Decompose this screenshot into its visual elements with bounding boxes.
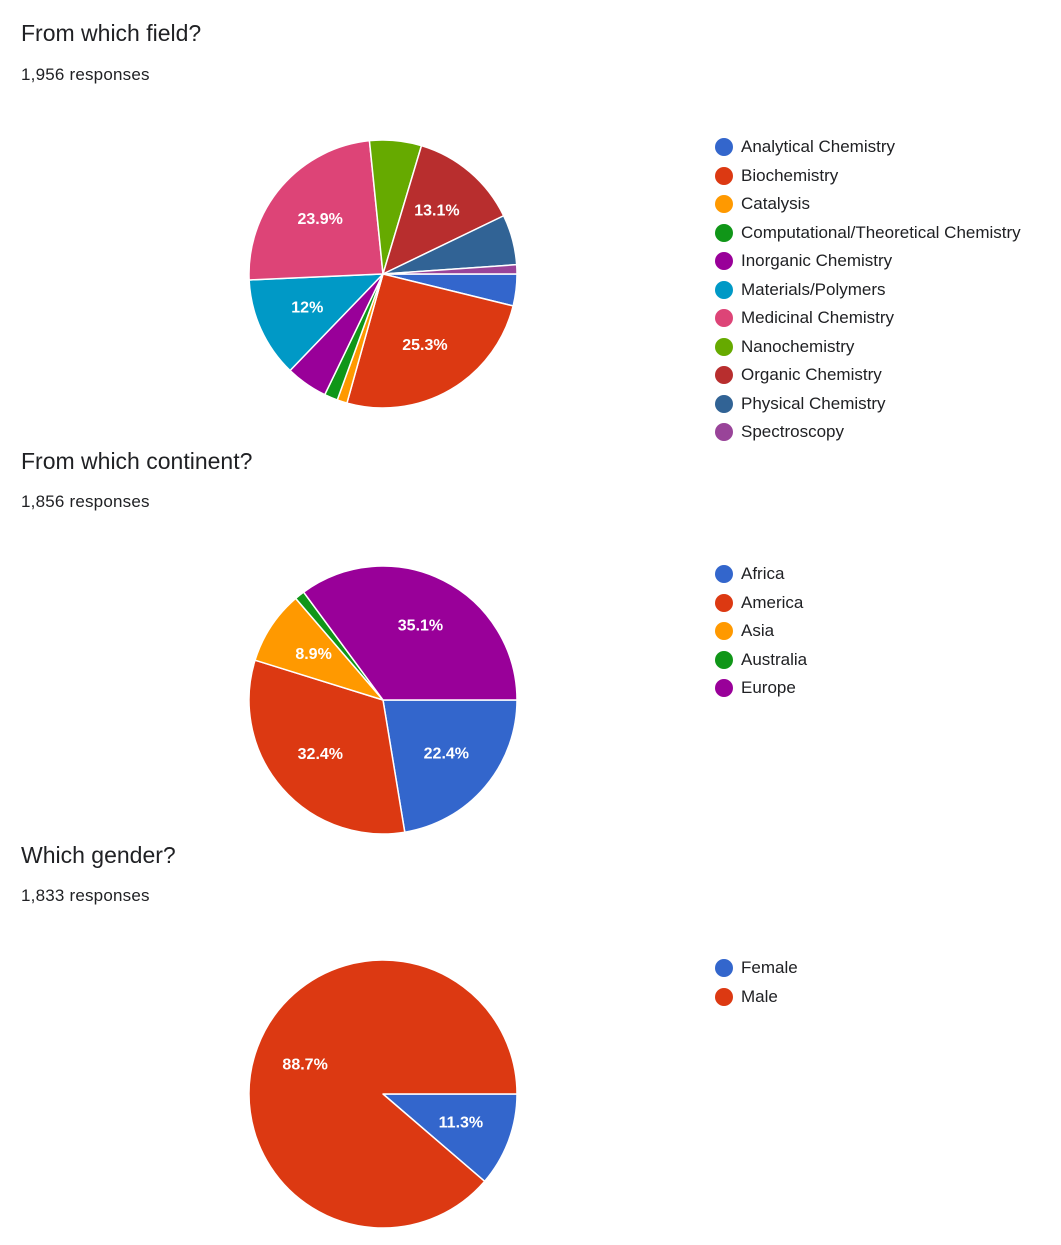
data-label-female: 11.3% <box>439 1114 483 1131</box>
legend-item-materials-polymers: Materials/Polymers <box>715 276 1021 305</box>
pie-slice-medicinal-chemistry <box>248 139 384 281</box>
legend-swatch <box>715 565 733 584</box>
legend-swatch <box>715 679 733 698</box>
legend-swatch <box>715 593 733 612</box>
legend-item-male: Male <box>715 983 798 1012</box>
legend-swatch <box>715 166 733 185</box>
data-label-materials-polymers: 12% <box>291 300 323 317</box>
legend-label: Australia <box>741 649 808 669</box>
legend-label: Africa <box>741 564 785 584</box>
legend-swatch <box>715 423 733 442</box>
legend-label: Catalysis <box>741 194 810 214</box>
legend-label: Materials/Polymers <box>741 279 886 299</box>
pie-chart: 11.3% 88.7% <box>248 959 518 1229</box>
legend-label: Analytical Chemistry <box>741 137 895 157</box>
legend-swatch <box>715 337 733 356</box>
legend-item-organic-chemistry: Organic Chemistry <box>715 361 1021 390</box>
legend-swatch <box>715 650 733 669</box>
pie-chart: 25.3% 12% 23.9% 13.1% <box>248 139 518 409</box>
legend: Female Male <box>715 954 798 1011</box>
legend-item-biochemistry: Biochemistry <box>715 162 1021 191</box>
legend-item-inorganic-chemistry: Inorganic Chemistry <box>715 247 1021 276</box>
legend-item-physical-chemistry: Physical Chemistry <box>715 390 1021 419</box>
legend-label: Inorganic Chemistry <box>741 251 893 271</box>
legend-label: Asia <box>741 621 775 641</box>
legend-swatch <box>715 366 733 385</box>
legend-label: Female <box>741 958 798 978</box>
legend-label: Medicinal Chemistry <box>741 308 895 328</box>
data-label-medicinal-chemistry: 23.9% <box>297 211 342 228</box>
response-count: 1,856 responses <box>21 492 150 511</box>
legend-swatch <box>715 622 733 641</box>
legend-item-australia: Australia <box>715 646 807 675</box>
data-label-organic-chemistry: 13.1% <box>414 202 459 219</box>
legend-item-america: America <box>715 589 807 618</box>
question-title: From which field? <box>21 20 202 46</box>
pie-slice-europe <box>302 565 518 701</box>
legend-swatch <box>715 959 733 978</box>
pie-slice-female <box>382 1093 518 1183</box>
data-label-america: 32.4% <box>298 746 343 763</box>
legend-item-africa: Africa <box>715 560 807 589</box>
pie-slice-male <box>248 959 518 1229</box>
legend-label: Biochemistry <box>741 165 839 185</box>
legend-swatch <box>715 987 733 1006</box>
legend-swatch <box>715 394 733 413</box>
question-field: From which field? 1,956 responses 25.3% 1… <box>0 0 1061 450</box>
pie-chart: 22.4% 32.4% 8.9% 35.1% <box>248 565 518 835</box>
legend-item-nanochemistry: Nanochemistry <box>715 333 1021 362</box>
legend-label: Spectroscopy <box>741 422 844 442</box>
legend-swatch <box>715 280 733 299</box>
legend-swatch <box>715 223 733 242</box>
legend-item-asia: Asia <box>715 617 807 646</box>
legend-item-spectroscopy: Spectroscopy <box>715 418 1021 447</box>
legend-label: Europe <box>741 678 796 698</box>
legend-label: America <box>741 592 804 612</box>
data-label-europe: 35.1% <box>398 617 443 634</box>
legend-swatch <box>715 309 733 328</box>
data-label-asia: 8.9% <box>295 646 331 663</box>
legend-swatch <box>715 138 733 157</box>
legend-item-medicinal-chemistry: Medicinal Chemistry <box>715 304 1021 333</box>
legend-label: Organic Chemistry <box>741 365 882 385</box>
pie-slice-africa <box>382 699 518 833</box>
legend-swatch <box>715 195 733 214</box>
question-title: From which continent? <box>21 448 253 474</box>
data-label-male: 88.7% <box>282 1057 327 1074</box>
response-count: 1,833 responses <box>21 886 150 905</box>
pie-slice-biochemistry <box>346 273 514 409</box>
response-count: 1,956 responses <box>21 65 150 84</box>
legend: Africa America Asia Australia Europe <box>715 560 807 703</box>
pie-slice-america <box>248 659 406 835</box>
pie-slice-organic-chemistry <box>382 144 505 275</box>
legend-label: Male <box>741 986 778 1006</box>
legend-label: Nanochemistry <box>741 336 855 356</box>
legend-item-female: Female <box>715 954 798 983</box>
data-label-africa: 22.4% <box>424 745 469 762</box>
data-label-biochemistry: 25.3% <box>402 337 447 354</box>
legend: Analytical Chemistry Biochemistry Catalysi… <box>715 133 1021 447</box>
legend-item-analytical-chemistry: Analytical Chemistry <box>715 133 1021 162</box>
legend-item-europe: Europe <box>715 674 807 703</box>
pie-slice-spectroscopy <box>382 263 518 275</box>
question-title: Which gender? <box>21 842 176 868</box>
legend-swatch <box>715 252 733 271</box>
legend-label: Computational/Theoretical Chemistry <box>741 222 1021 242</box>
legend-item-catalysis: Catalysis <box>715 190 1021 219</box>
pie-slice-materials-polymers <box>248 273 384 372</box>
legend-label: Physical Chemistry <box>741 393 886 413</box>
legend-item-computational-theoretical-chemistry: Computational/Theoretical Chemistry <box>715 219 1021 248</box>
